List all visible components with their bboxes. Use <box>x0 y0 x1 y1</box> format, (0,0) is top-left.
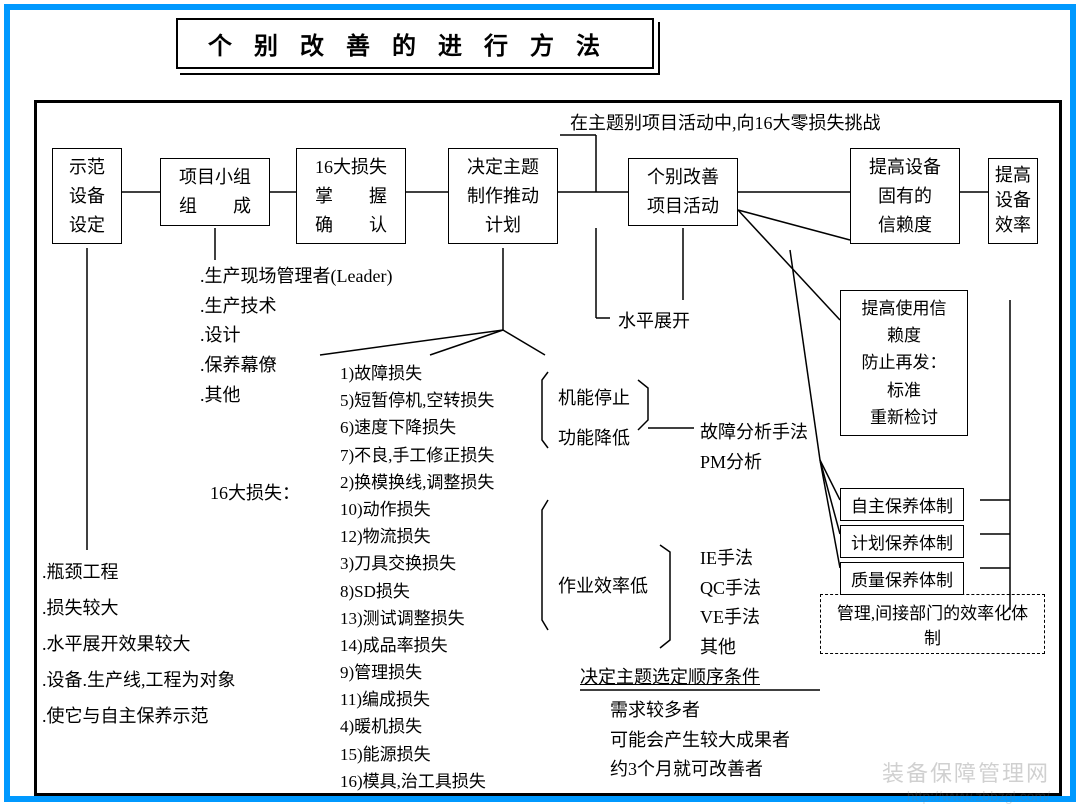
node-line: 提高使用信 <box>862 299 947 318</box>
list-item: .水平展开效果较大 <box>42 626 236 662</box>
system-box: 计划保养体制 <box>840 525 964 558</box>
list-item: VE手法 <box>700 603 761 633</box>
list-item: 8)SD损失 <box>340 578 494 605</box>
node-model-equip: 示范 设备 设定 <box>52 148 122 244</box>
list-item: .设备.生产线,工程为对象 <box>42 662 236 698</box>
node-activity: 个别改善 项目活动 <box>628 158 738 226</box>
list-item: 6)速度下降损失 <box>340 414 494 441</box>
system-box: 自主保养体制 <box>840 488 964 521</box>
node-line: 16大损失 <box>315 157 387 177</box>
header-note: 在主题别项目活动中,向16大零损失挑战 <box>570 110 881 138</box>
node-line: 标准 <box>887 381 921 400</box>
sixteen-loss-list: 1)故障损失 5)短暂停机,空转损失 6)速度下降损失 7)不良,手工修正损失 … <box>340 360 494 795</box>
node-line: 固有的 <box>878 186 932 206</box>
list-item: 可能会产生较大成果者 <box>610 726 790 756</box>
node-team: 项目小组 组 成 <box>160 158 270 226</box>
node-line: 制作推动 <box>467 186 539 206</box>
list-item: 功能降低 <box>558 420 648 456</box>
effects-list: 机能停止 功能降低 作业效率低 <box>558 380 648 604</box>
decide-section: 决定主题选定顺序条件 需求较多者 可能会产生较大成果者 约3个月就可改善者 <box>580 664 790 785</box>
list-item: 约3个月就可改善者 <box>610 755 790 785</box>
node-line: 提高设备 <box>869 157 941 177</box>
node-reliability: 提高设备 固有的 信赖度 <box>850 148 960 244</box>
node-line: 项目小组 <box>179 167 251 187</box>
right-improve-box: 提高使用信 赖度 防止再发： 标准 重新检讨 <box>840 290 968 436</box>
horiz-expand-label: 水平展开 <box>618 308 690 336</box>
title-container: 个别改善的进行方法 <box>180 22 660 75</box>
watermark-text: 装备保障管理网 <box>882 756 1050 788</box>
methods-b-list: IE手法 QC手法 VE手法 其他 <box>700 544 761 663</box>
node-line: 确 认 <box>315 215 387 235</box>
list-item: 机能停止 <box>558 380 648 416</box>
systems-group: 自主保养体制 计划保养体制 质量保养体制 <box>840 488 964 595</box>
list-item: .损失较大 <box>42 590 236 626</box>
node-line: 计划 <box>485 215 521 235</box>
node-efficiency: 提高 设备 效率 <box>988 158 1038 244</box>
system-box: 质量保养体制 <box>840 562 964 595</box>
list-item: 3)刀具交换损失 <box>340 550 494 577</box>
list-item: 需求较多者 <box>610 696 790 726</box>
node-16loss: 16大损失 掌 握 确 认 <box>296 148 406 244</box>
node-line: 提高 <box>995 165 1031 185</box>
list-item: 11)编成损失 <box>340 686 494 713</box>
list-item: 16)模具,治工具损失 <box>340 768 494 795</box>
list-item: 其他 <box>700 633 761 663</box>
node-line: 效率 <box>995 215 1031 235</box>
list-item: 10)动作损失 <box>340 496 494 523</box>
list-item: 14)成品率损失 <box>340 632 494 659</box>
list-item: 作业效率低 <box>558 568 648 604</box>
methods-a-list: 故障分析手法 PM分析 <box>700 418 808 477</box>
list-item: .瓶颈工程 <box>42 554 236 590</box>
node-line: 掌 握 <box>315 186 387 206</box>
node-line: 个别改善 <box>647 167 719 187</box>
node-decide-plan: 决定主题 制作推动 计划 <box>448 148 558 244</box>
node-line: 组 成 <box>179 196 251 216</box>
node-line: 决定主题 <box>467 157 539 177</box>
page-title: 个别改善的进行方法 <box>176 18 654 69</box>
list-item: .使它与自主保养示范 <box>42 698 236 734</box>
list-item: 2)换模换线,调整损失 <box>340 469 494 496</box>
sixteen-loss-label: 16大损失： <box>210 480 300 508</box>
dashed-system-box: 管理,间接部门的效率化体制 <box>820 594 1045 654</box>
bottom-left-list: .瓶颈工程 .损失较大 .水平展开效果较大 .设备.生产线,工程为对象 .使它与… <box>42 554 236 734</box>
decide-title: 决定主题选定顺序条件 <box>580 664 790 692</box>
list-item: 7)不良,手工修正损失 <box>340 442 494 469</box>
list-item: 1)故障损失 <box>340 360 494 387</box>
node-line: 信赖度 <box>878 215 932 235</box>
list-item: IE手法 <box>700 544 761 574</box>
node-line: 设定 <box>69 215 105 235</box>
list-item: .生产技术 <box>200 292 392 322</box>
list-item: .生产现场管理者(Leader) <box>200 262 392 292</box>
list-item: 故障分析手法 <box>700 418 808 448</box>
list-item: 15)能源损失 <box>340 741 494 768</box>
node-line: 防止再发： <box>862 353 947 372</box>
list-item: 5)短暂停机,空转损失 <box>340 387 494 414</box>
list-item: 4)暖机损失 <box>340 713 494 740</box>
node-line: 设备 <box>995 190 1031 210</box>
list-item: 9)管理损失 <box>340 659 494 686</box>
list-item: 13)测试调整损失 <box>340 605 494 632</box>
node-line: 项目活动 <box>647 196 719 216</box>
list-item: 12)物流损失 <box>340 523 494 550</box>
node-line: 设备 <box>69 186 105 206</box>
list-item: PM分析 <box>700 448 808 478</box>
list-item: .设计 <box>200 321 392 351</box>
watermark-url: http://www.zbbzgl.com/ <box>907 788 1050 804</box>
list-item: QC手法 <box>700 574 761 604</box>
node-line: 赖度 <box>887 326 921 345</box>
node-line: 示范 <box>69 157 105 177</box>
node-line: 重新检讨 <box>870 408 938 427</box>
